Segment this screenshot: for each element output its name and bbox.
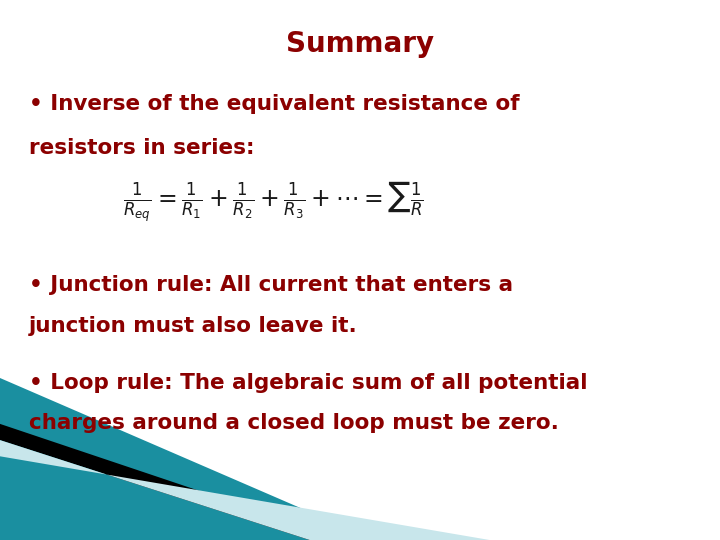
Polygon shape xyxy=(0,424,346,540)
Text: charges around a closed loop must be zero.: charges around a closed loop must be zer… xyxy=(29,413,559,433)
Text: junction must also leave it.: junction must also leave it. xyxy=(29,316,358,336)
Text: resistors in series:: resistors in series: xyxy=(29,138,254,158)
Text: Summary: Summary xyxy=(286,30,434,58)
Polygon shape xyxy=(0,378,374,540)
Text: • Loop rule: The algebraic sum of all potential: • Loop rule: The algebraic sum of all po… xyxy=(29,373,588,393)
Text: • Junction rule: All current that enters a: • Junction rule: All current that enters… xyxy=(29,275,513,295)
Polygon shape xyxy=(0,440,490,540)
Text: $\frac{1}{R_{eq}} = \frac{1}{R_1} + \frac{1}{R_2} + \frac{1}{R_3} + \cdots = \su: $\frac{1}{R_{eq}} = \frac{1}{R_1} + \fra… xyxy=(123,180,424,225)
Text: • Inverse of the equivalent resistance of: • Inverse of the equivalent resistance o… xyxy=(29,94,519,114)
